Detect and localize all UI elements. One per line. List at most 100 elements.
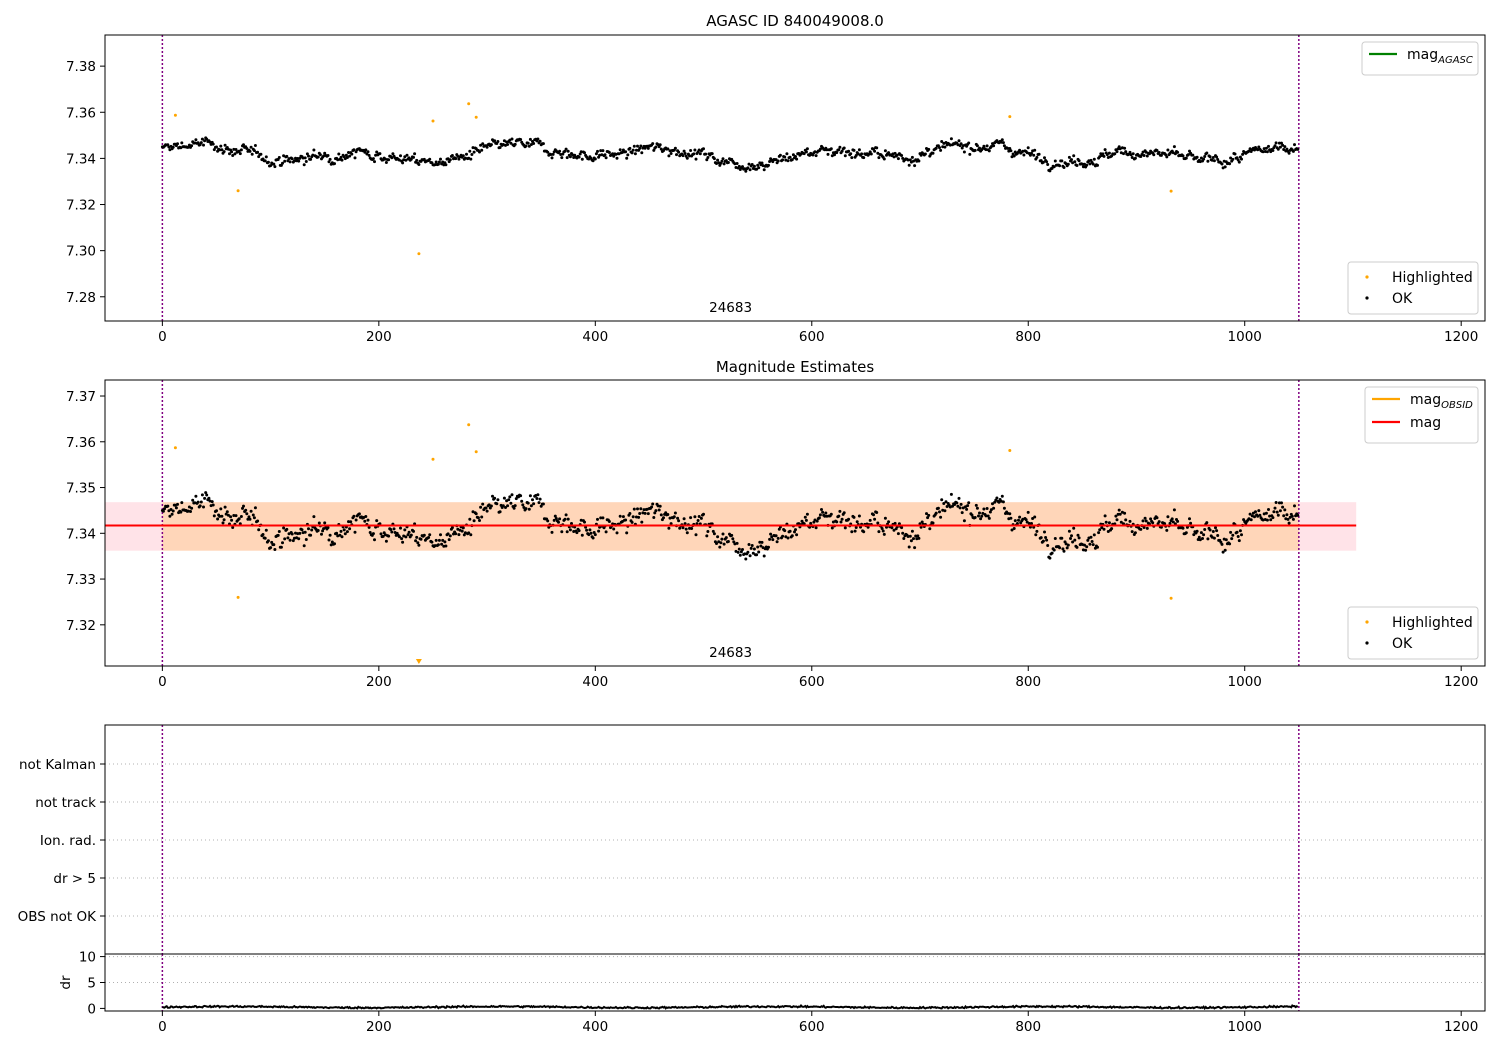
ok-point	[546, 519, 550, 523]
ok-point	[290, 157, 294, 161]
ok-point	[642, 508, 646, 512]
ok-point	[229, 515, 233, 519]
ok-point	[683, 522, 687, 526]
ok-point	[333, 162, 336, 166]
ok-point	[626, 153, 630, 157]
ok-point	[1103, 148, 1107, 152]
y-tick-label: 7.34	[66, 151, 96, 167]
ok-point	[335, 531, 339, 535]
y-tick-label: 7.37	[66, 389, 96, 405]
ok-point	[1100, 526, 1104, 530]
ok-point	[681, 526, 685, 530]
ok-point	[992, 506, 996, 510]
ok-point	[203, 139, 207, 143]
ok-point	[677, 150, 681, 154]
ok-point	[218, 148, 222, 152]
ok-point	[681, 154, 685, 158]
ok-point	[310, 528, 314, 532]
ok-point	[748, 554, 752, 558]
ok-point	[982, 507, 986, 511]
ok-point	[607, 520, 611, 523]
ok-point	[628, 512, 632, 515]
ok-point	[1257, 509, 1261, 513]
ok-point	[414, 539, 418, 543]
ok-point	[1114, 514, 1118, 518]
ok-point	[441, 538, 445, 542]
ok-point	[469, 533, 473, 537]
ok-point	[343, 532, 347, 536]
ok-point	[401, 161, 405, 165]
ok-point	[480, 148, 484, 152]
ok-point	[434, 160, 438, 164]
ok-point	[1152, 153, 1156, 157]
ok-point	[875, 511, 879, 514]
highlighted-point	[431, 457, 435, 461]
ok-point	[666, 147, 670, 151]
ok-point	[980, 514, 984, 518]
ok-point	[719, 541, 723, 545]
ok-point	[730, 533, 734, 537]
ok-point	[785, 152, 789, 156]
ok-point	[762, 168, 766, 172]
ok-point	[584, 525, 588, 529]
ok-point	[1282, 148, 1286, 151]
ok-point	[973, 148, 977, 152]
ok-point	[842, 511, 846, 515]
ok-point	[949, 137, 953, 141]
ok-point	[357, 512, 361, 516]
ok-point	[1201, 537, 1204, 540]
ok-point	[1050, 551, 1054, 555]
ok-point	[731, 537, 735, 541]
ok-point	[910, 155, 914, 159]
ok-point	[985, 507, 989, 510]
ok-point	[472, 519, 476, 523]
ok-point	[992, 144, 996, 148]
ok-point	[1131, 152, 1135, 156]
ok-point	[750, 544, 754, 547]
ok-point	[412, 529, 415, 533]
obsid-label: 24683	[709, 300, 752, 316]
ok-point	[1030, 522, 1033, 525]
ok-point	[378, 522, 382, 526]
ok-point	[342, 528, 346, 532]
ok-point	[247, 515, 251, 519]
ok-point	[588, 528, 592, 532]
ok-point	[303, 530, 307, 534]
ok-point	[496, 498, 500, 502]
ok-point	[1013, 519, 1017, 523]
ok-point	[784, 535, 788, 539]
ok-point	[943, 145, 947, 149]
ok-point	[781, 534, 785, 538]
ok-point	[1273, 506, 1277, 510]
ok-point	[219, 507, 223, 511]
ok-point	[277, 156, 281, 159]
ok-point	[762, 554, 766, 558]
ok-point	[589, 531, 593, 535]
ok-point	[397, 535, 401, 539]
ok-point	[1106, 530, 1110, 533]
ok-point	[1122, 522, 1125, 526]
ok-point	[643, 511, 647, 515]
ok-point	[771, 538, 775, 542]
ok-point	[669, 522, 673, 526]
ok-point	[599, 516, 603, 520]
ok-point	[604, 530, 608, 534]
ok-point	[1102, 154, 1106, 158]
ok-point	[575, 531, 579, 535]
ok-point	[304, 538, 308, 541]
ok-point	[1045, 538, 1049, 542]
ok-point	[294, 156, 297, 160]
ok-point	[447, 538, 451, 542]
ok-point	[367, 525, 371, 529]
ok-point	[352, 514, 356, 518]
ok-point	[1254, 510, 1257, 514]
ok-point	[1195, 529, 1199, 533]
ok-point	[1290, 514, 1294, 518]
ok-point	[1172, 508, 1176, 512]
ok-point	[957, 139, 961, 143]
ok-point	[873, 517, 877, 521]
legend-point-label: OK	[1392, 636, 1413, 652]
ok-point	[597, 529, 601, 533]
ok-point	[563, 517, 567, 521]
